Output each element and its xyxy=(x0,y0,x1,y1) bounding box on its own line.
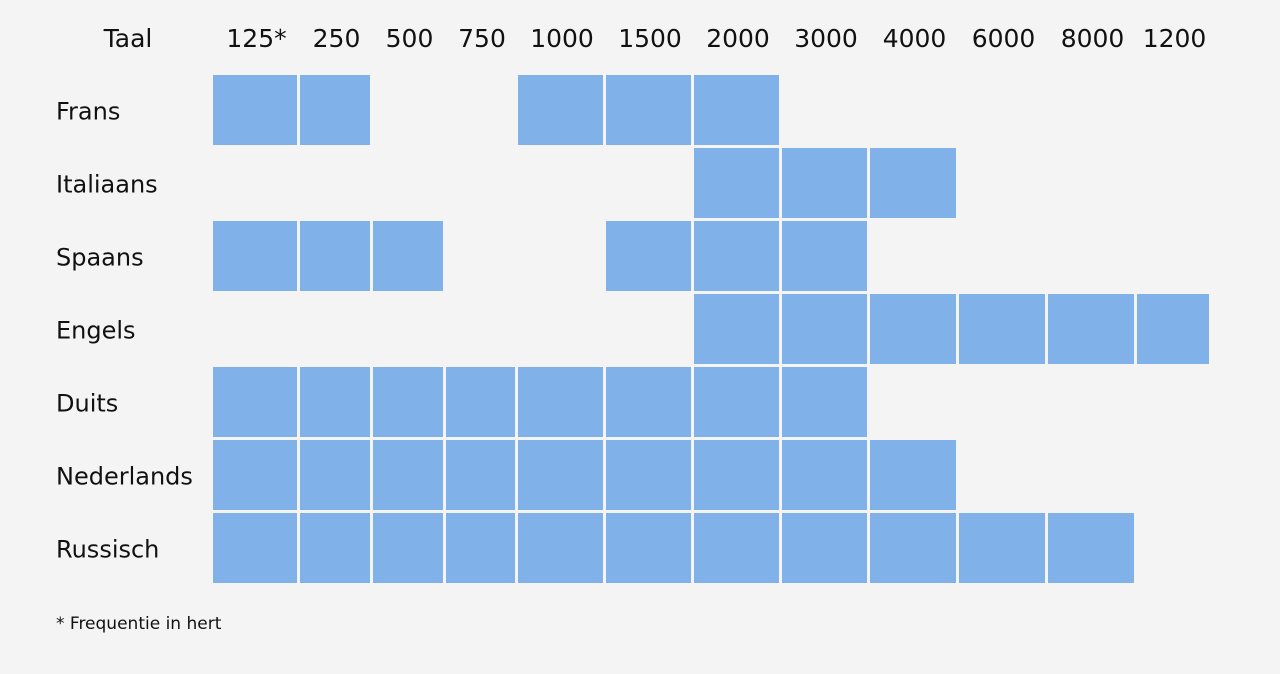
row-label: Spaans xyxy=(56,244,144,272)
column-label: 4000 xyxy=(883,24,947,53)
filled-cell xyxy=(782,367,867,437)
filled-cell xyxy=(606,75,691,145)
filled-cell xyxy=(213,440,297,510)
filled-cell xyxy=(518,513,603,583)
filled-cell xyxy=(213,367,297,437)
row-label: Engels xyxy=(56,317,136,345)
filled-cell xyxy=(870,148,956,218)
column-label: 250 xyxy=(313,24,361,53)
row-label: Duits xyxy=(56,390,118,418)
filled-cell xyxy=(782,221,867,291)
filled-cell xyxy=(446,367,515,437)
filled-cell xyxy=(518,440,603,510)
filled-cell xyxy=(694,367,779,437)
filled-cell xyxy=(606,513,691,583)
filled-cell xyxy=(870,294,956,364)
filled-cell xyxy=(694,294,779,364)
column-label: 6000 xyxy=(972,24,1036,53)
filled-cell xyxy=(959,294,1045,364)
row-label: Nederlands xyxy=(56,463,193,491)
filled-cell xyxy=(300,221,370,291)
filled-cell xyxy=(782,513,867,583)
filled-cell xyxy=(518,75,603,145)
filled-cell xyxy=(870,513,956,583)
filled-cell xyxy=(213,75,297,145)
filled-cell xyxy=(959,513,1045,583)
filled-cell xyxy=(213,221,297,291)
filled-cell xyxy=(606,367,691,437)
footnote: * Frequentie in hert xyxy=(56,614,222,634)
filled-cell xyxy=(213,513,297,583)
column-label: 1500 xyxy=(618,24,682,53)
row-label: Italiaans xyxy=(56,171,158,199)
cell-grid xyxy=(213,75,1209,583)
filled-cell xyxy=(782,440,867,510)
filled-cell xyxy=(446,513,515,583)
filled-cell xyxy=(1137,294,1209,364)
filled-cell xyxy=(300,440,370,510)
column-label: 750 xyxy=(458,24,506,53)
filled-cell xyxy=(300,367,370,437)
filled-cell xyxy=(300,513,370,583)
filled-cell xyxy=(694,513,779,583)
filled-cell xyxy=(694,148,779,218)
column-label: 125* xyxy=(226,24,286,53)
column-label: 500 xyxy=(386,24,434,53)
column-label: 8000 xyxy=(1061,24,1125,53)
filled-cell xyxy=(694,221,779,291)
filled-cell xyxy=(694,440,779,510)
filled-cell xyxy=(446,440,515,510)
column-labels: Taal 125* 250 500 750 1000 1500 2000 3000 4000 600… xyxy=(103,24,1207,53)
filled-cell xyxy=(373,367,443,437)
filled-cell xyxy=(1048,513,1134,583)
filled-cell xyxy=(300,75,370,145)
filled-cell xyxy=(606,221,691,291)
filled-cell xyxy=(373,221,443,291)
column-label: 1000 xyxy=(530,24,594,53)
filled-cell xyxy=(782,148,867,218)
filled-cell xyxy=(606,440,691,510)
filled-cell xyxy=(870,440,956,510)
filled-cell xyxy=(782,294,867,364)
corner-label: Taal xyxy=(103,24,153,53)
row-label: Russisch xyxy=(56,536,159,564)
column-label: 2000 xyxy=(706,24,770,53)
row-label: Frans xyxy=(56,98,120,126)
filled-cell xyxy=(1048,294,1134,364)
filled-cell xyxy=(373,513,443,583)
column-label: 3000 xyxy=(794,24,858,53)
filled-cell xyxy=(694,75,779,145)
filled-cell xyxy=(518,367,603,437)
filled-cell xyxy=(373,440,443,510)
column-label: 1200 xyxy=(1143,24,1207,53)
row-labels: Frans Italiaans Spaans Engels Duits Nederland… xyxy=(56,98,193,564)
